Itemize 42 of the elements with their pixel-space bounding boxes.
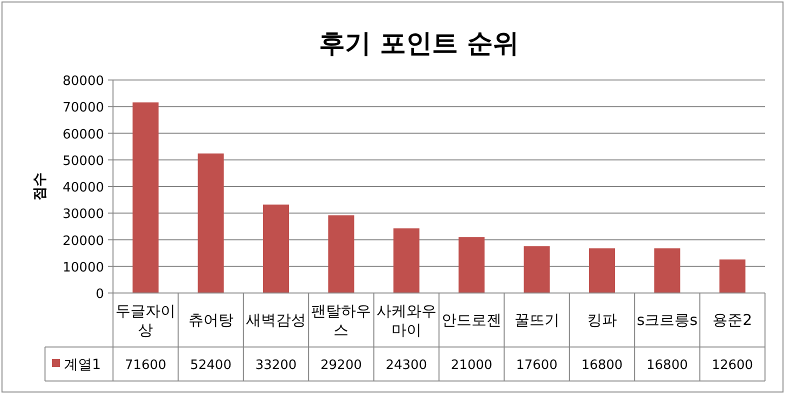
y-tick-label: 80000	[62, 74, 104, 89]
x-tick-label: 팬탈하우스	[311, 302, 372, 339]
data-label: 16800	[581, 358, 623, 373]
bar	[132, 102, 159, 293]
bar	[393, 228, 420, 293]
y-tick-label: 30000	[62, 207, 104, 222]
y-tick-label: 40000	[62, 180, 104, 196]
data-label: 16800	[646, 358, 688, 373]
bar	[328, 215, 354, 293]
data-label: 52400	[190, 358, 232, 373]
bar	[198, 153, 224, 293]
data-label: 21000	[450, 358, 492, 373]
data-label: 29200	[320, 358, 362, 373]
y-tick-label: 70000	[62, 100, 104, 116]
x-tick-label: 사케와우마이	[376, 302, 436, 339]
y-tick-label: 0	[96, 287, 104, 302]
bar	[719, 259, 746, 293]
bar	[458, 237, 485, 293]
x-tick-label: 츄어탕	[188, 311, 234, 329]
bar	[524, 246, 550, 293]
data-label: 33200	[255, 358, 297, 373]
x-tick-label: 새벽감성	[246, 311, 306, 329]
bar	[589, 248, 615, 293]
x-tick-label: 용준2	[712, 311, 752, 329]
x-tick-label: s크르릉s	[636, 311, 698, 329]
data-label: 12600	[712, 358, 754, 373]
chart-title: 후기 포인트 순위	[318, 29, 520, 59]
bar	[654, 248, 680, 293]
y-tick-label: 20000	[62, 234, 104, 249]
bar	[263, 204, 289, 293]
x-tick-label: 킹파	[587, 311, 617, 329]
x-tick-label: 안드로젠	[442, 311, 502, 329]
y-tick-label: 10000	[62, 260, 104, 276]
y-tick-label: 50000	[62, 154, 104, 169]
y-axis-title: 점수	[32, 172, 48, 200]
y-tick-label: 60000	[62, 127, 104, 142]
data-label: 17600	[516, 358, 558, 373]
data-label: 71600	[124, 358, 166, 373]
x-tick-label: 두글자이상	[116, 302, 176, 339]
x-tick-label: 꿀뜨기	[514, 311, 560, 329]
legend-label: 계열1	[64, 357, 101, 373]
data-label: 24300	[386, 358, 428, 373]
